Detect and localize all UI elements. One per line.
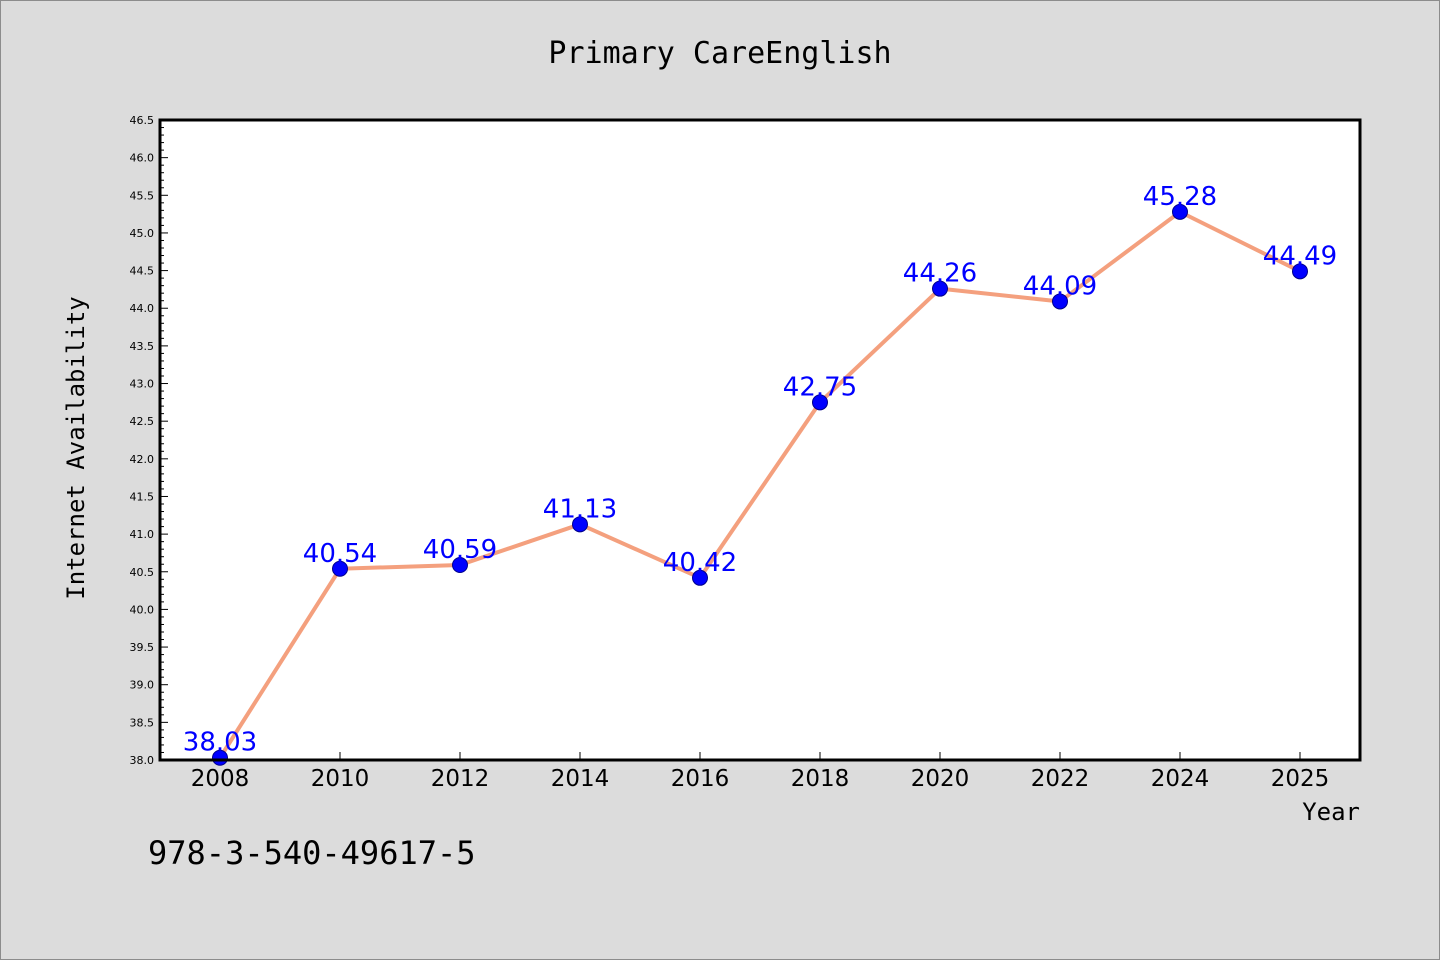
data-label: 45.28 xyxy=(1143,182,1217,212)
footer-isbn: 978-3-540-49617-5 xyxy=(148,834,476,872)
y-tick-label: 43.5 xyxy=(130,340,155,353)
y-tick-label: 43.0 xyxy=(130,378,155,391)
x-axis-ticks: 2008 2010 2012 2014 2016 2018 2020 2022 2024 2025 xyxy=(191,752,1330,792)
y-tick-label: 41.0 xyxy=(130,528,155,541)
data-point xyxy=(812,394,828,411)
data-label: 40.54 xyxy=(303,539,377,569)
data-point xyxy=(1052,293,1068,310)
x-tick-label: 2008 xyxy=(191,766,250,792)
y-tick-label: 44.0 xyxy=(130,302,155,315)
y-axis-ticks: 38.0 38.5 39.0 39.5 40.0 40.5 41.0 41.5 42.0 42.5… xyxy=(130,114,168,767)
data-label: 38.03 xyxy=(183,728,257,758)
x-tick-label: 2022 xyxy=(1031,766,1090,792)
x-axis-label: Year xyxy=(1302,798,1360,826)
data-label: 44.09 xyxy=(1023,271,1097,301)
y-tick-label: 38.0 xyxy=(130,754,155,767)
data-point xyxy=(572,516,588,533)
data-label: 44.26 xyxy=(903,259,977,289)
data-label: 41.13 xyxy=(543,494,617,524)
y-tick-label: 41.5 xyxy=(130,490,155,503)
y-tick-label: 40.0 xyxy=(130,603,155,616)
series-layer: 38.03 40.54 40.59 41.13 40.42 42.75 44.26 44.09… xyxy=(183,182,1337,766)
x-tick-label: 2010 xyxy=(311,766,370,792)
data-point xyxy=(332,560,348,577)
plot-frame xyxy=(158,118,1362,762)
data-point xyxy=(692,569,708,586)
y-axis-label: Internet Availability xyxy=(62,296,90,599)
x-tick-label: 2018 xyxy=(791,766,850,792)
y-tick-label: 46.0 xyxy=(130,152,155,165)
y-tick-label: 38.5 xyxy=(130,716,155,729)
y-tick-label: 40.5 xyxy=(130,566,155,579)
data-point xyxy=(932,280,948,297)
y-tick-label: 44.5 xyxy=(130,265,155,278)
series-line xyxy=(218,209,1301,759)
x-tick-label: 2014 xyxy=(551,766,610,792)
y-tick-label: 45.5 xyxy=(130,189,155,202)
x-tick-label: 2024 xyxy=(1151,766,1210,792)
data-label: 44.49 xyxy=(1263,241,1337,271)
data-label: 40.42 xyxy=(663,548,737,578)
y-tick-label: 45.0 xyxy=(130,227,155,240)
data-point xyxy=(1172,203,1188,220)
y-tick-label: 46.5 xyxy=(130,114,155,127)
data-point xyxy=(1292,263,1308,280)
x-tick-label: 2016 xyxy=(671,766,730,792)
data-point xyxy=(452,556,468,573)
data-label: 42.75 xyxy=(783,372,857,402)
chart-title: Primary CareEnglish xyxy=(548,36,891,71)
data-label: 40.59 xyxy=(423,535,497,565)
y-tick-label: 42.5 xyxy=(130,415,155,428)
x-tick-label: 2020 xyxy=(911,766,970,792)
x-tick-label: 2025 xyxy=(1271,766,1330,792)
y-tick-label: 39.0 xyxy=(130,679,155,692)
y-tick-label: 39.5 xyxy=(130,641,155,654)
x-tick-label: 2012 xyxy=(431,766,490,792)
y-tick-label: 42.0 xyxy=(130,453,155,466)
